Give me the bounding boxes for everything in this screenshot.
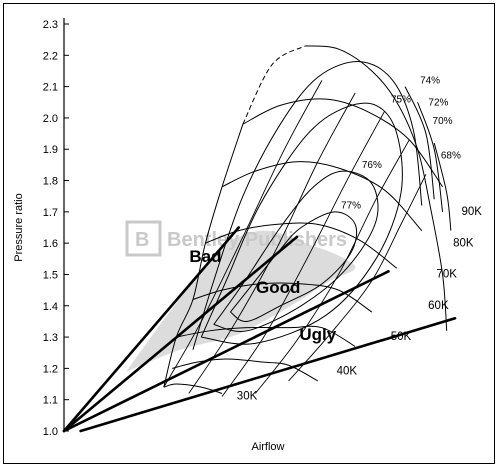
y-tick-label: 1.8 (43, 176, 58, 188)
efficiency-label-70: 70% (433, 116, 453, 127)
efficiency-label-77: 77% (341, 201, 361, 212)
y-tick-label: 1.1 (43, 395, 58, 407)
watermark-text: Bentley Publishers (167, 229, 347, 251)
efficiency-contour-72 (404, 86, 435, 200)
y-axis-title: Pressure ratio (13, 193, 25, 261)
efficiency-label-74: 74% (420, 75, 440, 86)
flow-line (255, 139, 410, 394)
speed-label-50k: 50K (391, 331, 412, 343)
flow-line (163, 80, 323, 388)
efficiency-contour-75 (200, 102, 403, 345)
y-tick-label: 2.2 (43, 50, 58, 62)
efficiency-label-72: 72% (428, 97, 448, 108)
efficiency-contour-76 (213, 170, 379, 332)
bad-line (62, 226, 241, 433)
y-tick-label: 1.4 (43, 301, 58, 313)
speed-label-40k: 40K (337, 366, 358, 378)
watermark-logo-letter: B (135, 229, 149, 251)
figure-frame (3, 3, 495, 464)
speed-line-40k (172, 358, 318, 382)
y-tick-label: 2.1 (43, 82, 58, 94)
efficiency-contour-68 (433, 142, 452, 231)
efficiency-contour-70 (417, 102, 444, 212)
speed-label-70k: 70K (436, 269, 457, 281)
y-tick-label: 1.5 (43, 269, 58, 281)
x-axis-title: Airflow (251, 441, 284, 453)
map-labels: 77% 76% 75% 74% 72% 70% 68% 30K 40K 50K 60K 70K 80K 9… (189, 75, 482, 402)
speed-line-50k (176, 325, 356, 347)
flow-line (188, 92, 356, 394)
watermark-logo-box (125, 220, 162, 257)
speed-label-90k: 90K (461, 206, 482, 218)
region-label-good: Good (256, 278, 300, 297)
speed-label-60k: 60K (428, 300, 449, 312)
y-tick-label: 1.9 (43, 144, 58, 156)
efficiency-label-76: 76% (362, 160, 382, 171)
y-tick-label: 1.6 (43, 238, 58, 250)
good-zone-shading (126, 230, 356, 372)
publisher-watermark: B Bentley Publishers (125, 220, 347, 257)
map-lines (62, 45, 457, 433)
region-label-ugly: Ugly (299, 325, 336, 344)
surge-line-dashed (242, 45, 306, 125)
good-line-lower (62, 270, 390, 433)
surge-line (163, 124, 244, 388)
y-tick-label: 1.2 (43, 363, 58, 375)
speed-label-80k: 80K (453, 237, 474, 249)
y-tick-label: 1.0 (43, 426, 58, 438)
region-label-bad: Bad (189, 247, 221, 266)
speed-label-30k: 30K (237, 391, 258, 403)
good-zone-area (126, 230, 356, 372)
y-tick-label: 2.0 (43, 113, 58, 125)
efficiency-contour-74 (192, 61, 423, 350)
y-tick-label: 2.3 (43, 19, 58, 31)
y-tick-label: 1.3 (43, 332, 58, 344)
speed-line-60k (192, 282, 373, 313)
efficiency-label-68: 68% (441, 151, 461, 162)
map-top-boundary (305, 45, 448, 331)
efficiency-label-75: 75% (391, 94, 411, 105)
flow-line (221, 111, 385, 397)
axes: 1.0 1.1 1.2 1.3 1.4 1.5 1.6 1.7 1.8 1.9 2.0 2.1 2.2 2… (13, 18, 285, 453)
ugly-line (79, 316, 457, 433)
good-line-upper (62, 235, 299, 433)
y-tick-label: 1.7 (43, 207, 58, 219)
speed-line-90k (242, 98, 443, 188)
